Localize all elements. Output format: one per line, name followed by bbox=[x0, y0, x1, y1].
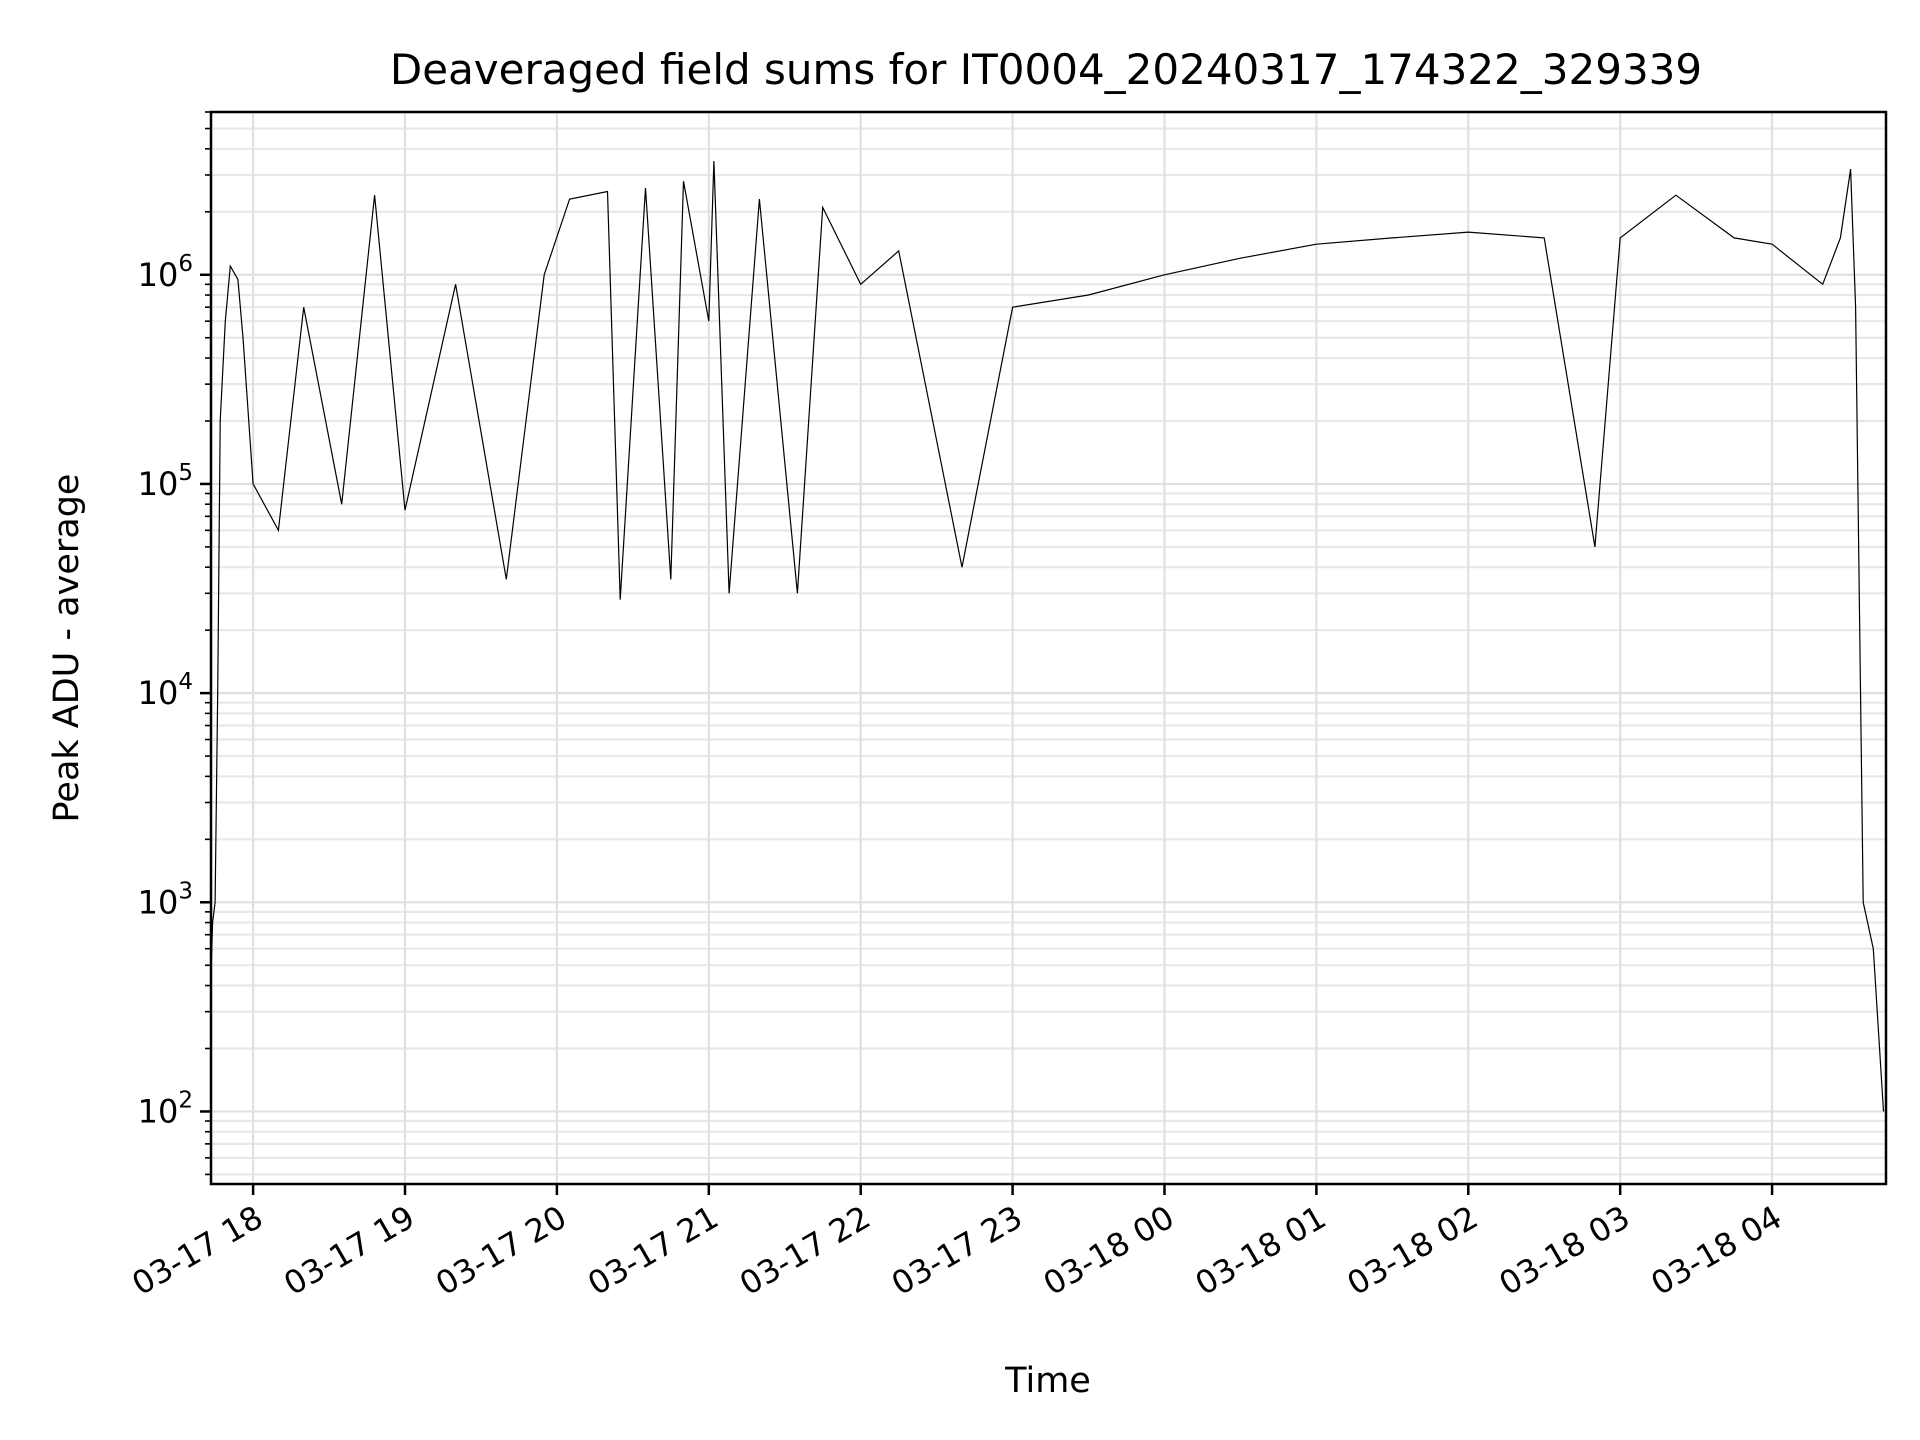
x-tick-label: 03-18 02 bbox=[1341, 1198, 1485, 1303]
x-tick-label: 03-18 00 bbox=[1037, 1198, 1181, 1303]
plot-frame bbox=[209, 110, 1888, 1186]
x-tick-label: 03-18 03 bbox=[1493, 1198, 1637, 1303]
y-axis: 102 103 104 105 106 bbox=[138, 111, 211, 1176]
x-tick-label: 03-17 23 bbox=[885, 1198, 1029, 1303]
y-tick-label: 105 bbox=[138, 460, 193, 503]
grid bbox=[211, 110, 1886, 1184]
x-tick-label: 03-17 18 bbox=[126, 1198, 270, 1303]
x-tick-label: 03-17 22 bbox=[733, 1198, 877, 1303]
x-tick-label: 03-17 20 bbox=[429, 1198, 573, 1303]
x-tick-label: 03-18 01 bbox=[1189, 1198, 1333, 1303]
y-tick-label: 103 bbox=[138, 878, 193, 921]
y-tick-label: 104 bbox=[138, 669, 193, 712]
y-tick-label: 102 bbox=[138, 1087, 193, 1130]
series-line-0 bbox=[210, 160, 1885, 1112]
y-axis-label: Peak ADU - average bbox=[47, 474, 87, 823]
y-tick-label: 106 bbox=[138, 251, 193, 294]
chart-title: Deaveraged field sums for IT0004_2024031… bbox=[390, 45, 1702, 94]
x-tick-label: 03-17 21 bbox=[581, 1198, 725, 1303]
x-tick-label: 03-18 04 bbox=[1644, 1198, 1788, 1303]
series-layer bbox=[210, 160, 1885, 1112]
x-tick-label: 03-17 19 bbox=[277, 1198, 421, 1303]
x-axis-label: Time bbox=[1004, 1361, 1091, 1401]
x-axis: 03-17 18 03-17 19 03-17 20 03-17 21 03-17 22… bbox=[126, 1184, 1788, 1303]
